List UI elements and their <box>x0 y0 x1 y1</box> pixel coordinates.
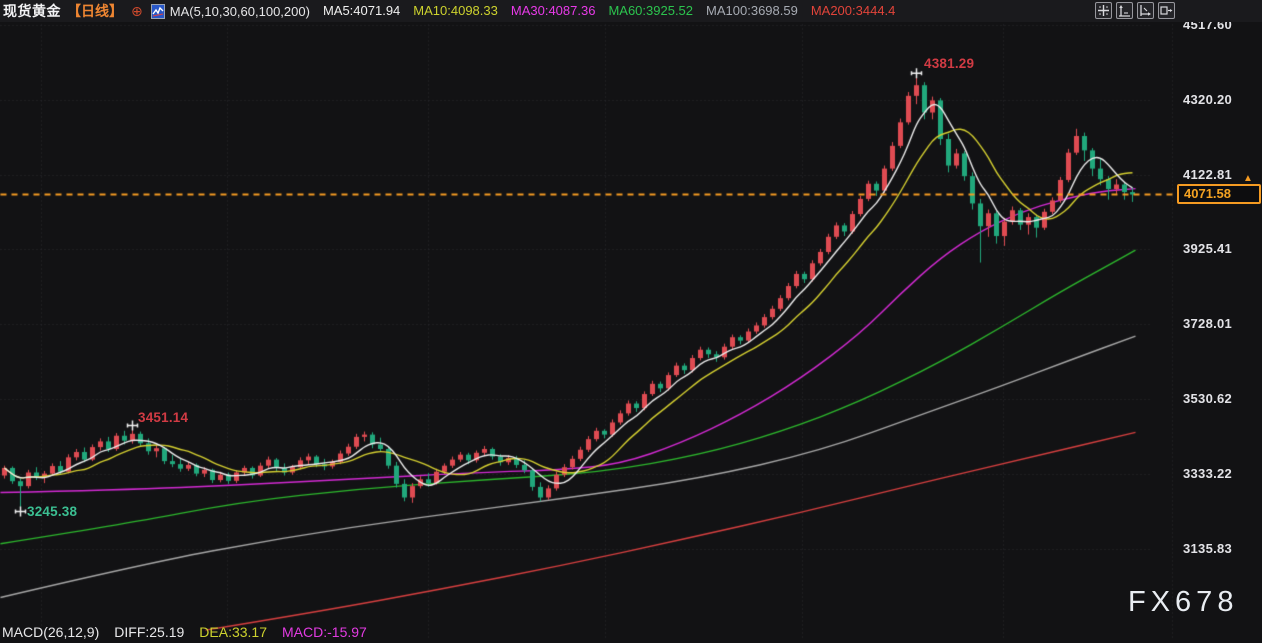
ma-legend: MA5:4071.94 MA10:4098.33 MA30:4087.36 MA60:… <box>310 2 895 20</box>
price-axis-label: 3925.41 <box>1183 241 1233 257</box>
macd-value: MACD:-15.97 <box>282 624 367 640</box>
ma-legend-item: MA60:3925.52 <box>608 3 694 18</box>
price-axis-label: 4122.81 <box>1183 166 1233 182</box>
ma-legend-item: MA10:4098.33 <box>413 3 498 18</box>
ma-legend-item: MA100:3698.59 <box>706 3 798 18</box>
chart-header: 现货黄金 【日线】 ⊕ MA(5,10,30,60,100,200) MA5:4… <box>0 0 1262 22</box>
crosshair-icon <box>1097 4 1110 17</box>
axis-scale-up-button[interactable] <box>1116 2 1133 19</box>
price-up-arrow-icon: ▲ <box>1243 173 1253 184</box>
current-price-badge: 4071.58 <box>1177 184 1261 204</box>
price-axis-label: 3728.01 <box>1183 316 1233 332</box>
annotation-high: 4381.29 <box>924 55 975 71</box>
ma-legend-item: MA30:4087.36 <box>510 3 596 18</box>
price-axis-label: 3530.62 <box>1183 390 1233 406</box>
macd-params-label: MACD(26,12,9) <box>2 624 100 640</box>
macd-indicator-row: MACD(26,12,9) DIFF:25.19 DEA:33.17 MACD:… <box>2 624 367 640</box>
ma-legend-item: MA5:4071.94 <box>322 3 401 18</box>
add-indicator-icon[interactable]: ⊕ <box>131 3 143 19</box>
price-axis-label: 4320.20 <box>1183 91 1233 107</box>
current-price-value: 4071.58 <box>1184 186 1231 201</box>
mini-chart-icon[interactable] <box>150 3 165 19</box>
crosshair-button[interactable] <box>1095 2 1112 19</box>
timeframe-label: 【日线】 <box>67 3 123 19</box>
chart-toolbar <box>1095 2 1175 19</box>
price-axis-label: 3135.83 <box>1183 540 1233 556</box>
export-right-icon <box>1160 4 1173 17</box>
axis-scale-right-button[interactable] <box>1137 2 1154 19</box>
macd-diff-value: DIFF:25.19 <box>114 624 185 640</box>
macd-dea-value: DEA:33.17 <box>199 624 268 640</box>
symbol-title: 现货黄金 <box>3 3 61 19</box>
export-right-button[interactable] <box>1158 2 1175 19</box>
axis-scale-up-icon <box>1118 4 1131 17</box>
axis-scale-right-icon <box>1139 4 1152 17</box>
ma-legend-item: MA200:3444.4 <box>810 3 896 18</box>
ma-settings-label: MA(5,10,30,60,100,200) <box>169 3 310 19</box>
fx678-watermark: FX678 <box>1128 586 1239 618</box>
price-axis-label: 3333.22 <box>1183 465 1233 481</box>
annotation-left-high: 3451.14 <box>138 410 189 426</box>
annotation-left-low: 3245.38 <box>27 504 78 520</box>
